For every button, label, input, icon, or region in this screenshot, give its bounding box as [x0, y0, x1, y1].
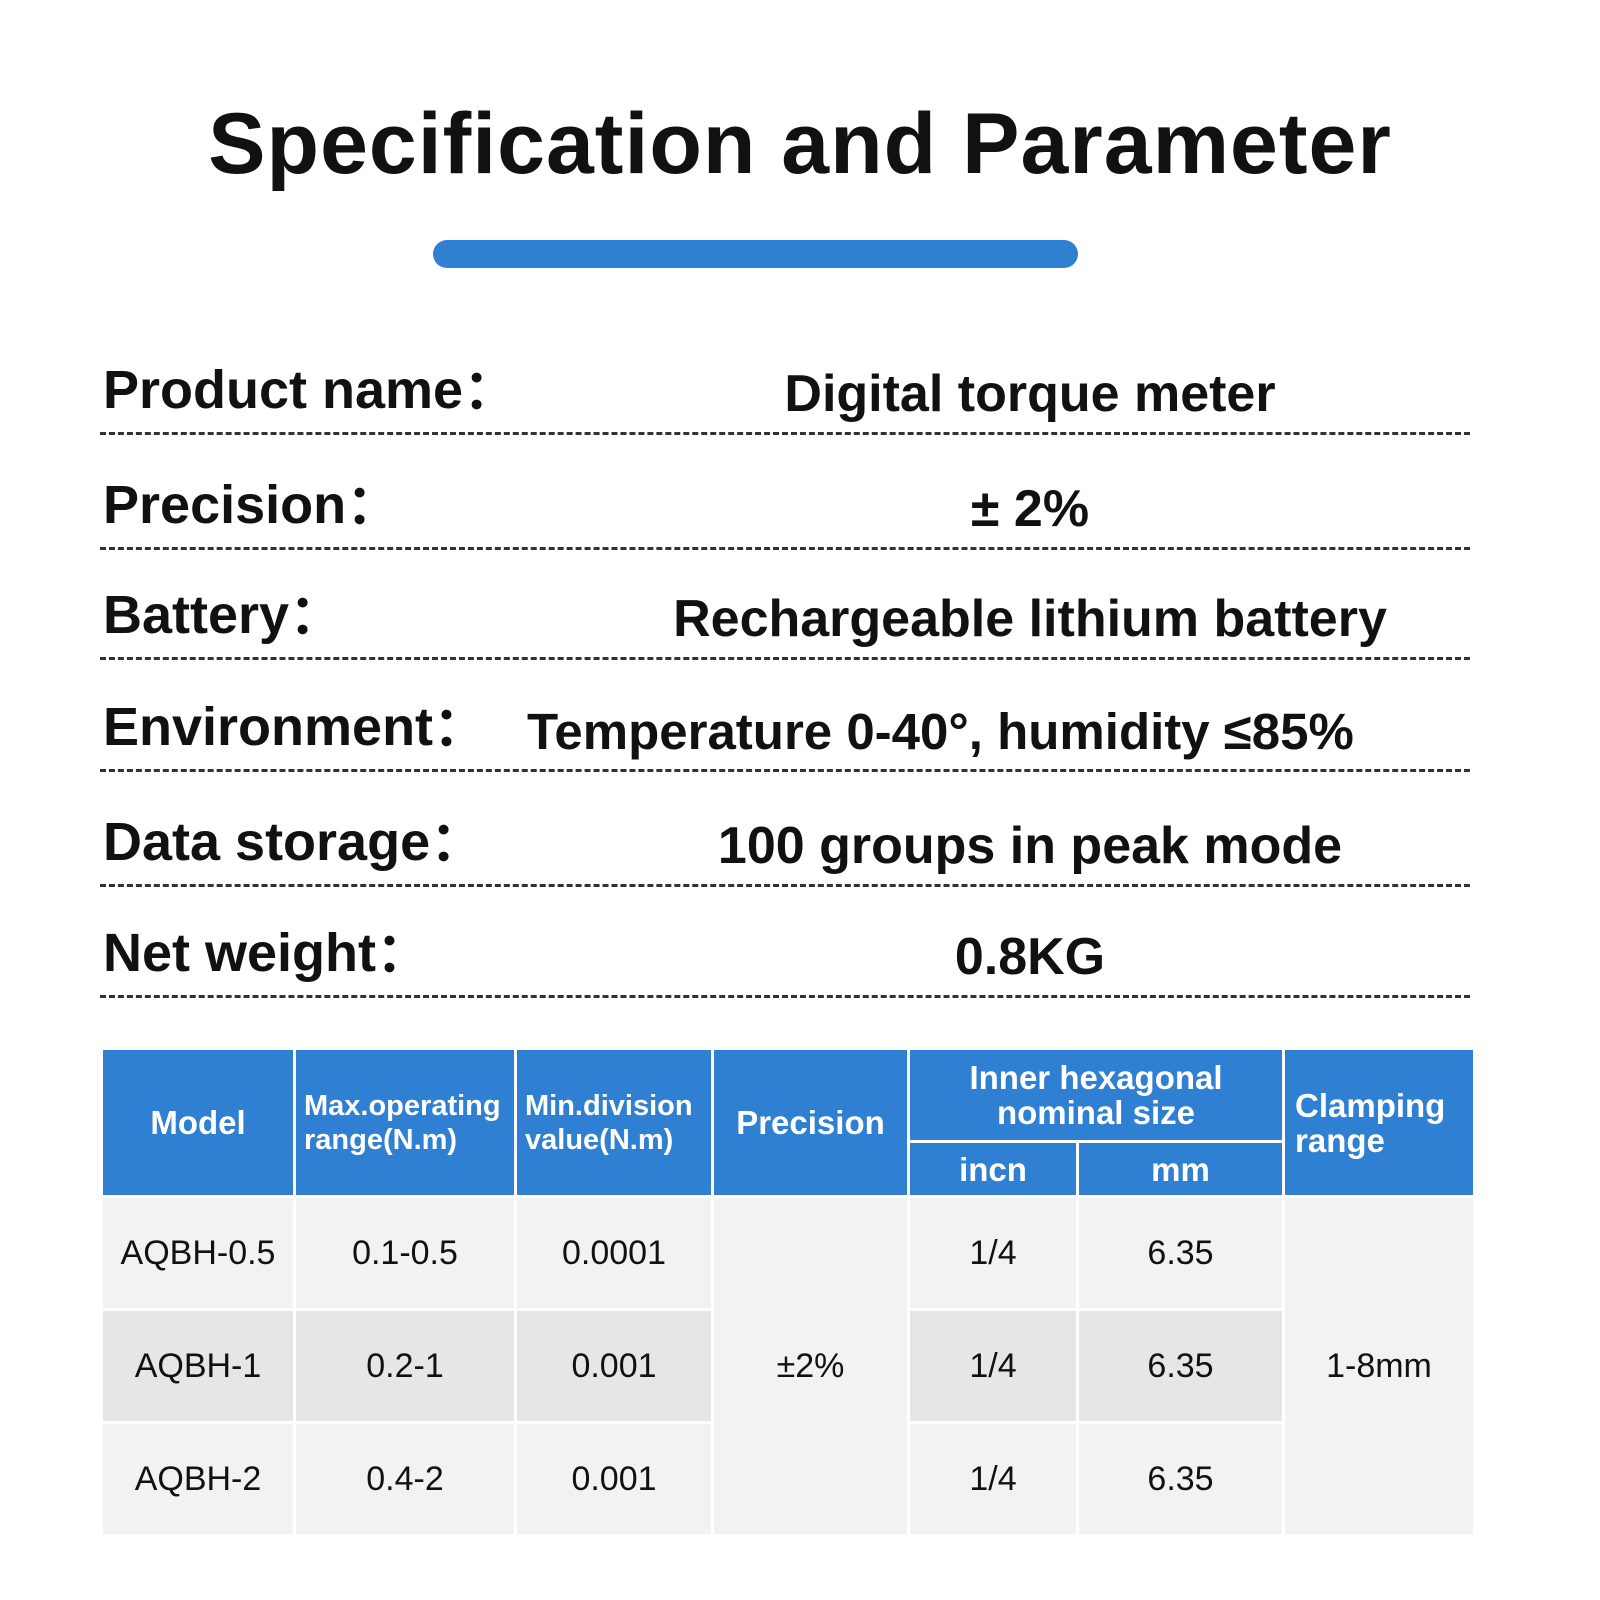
spec-value: Digital torque meter [784, 365, 1276, 423]
table-cell: AQBH-1 [100, 1308, 296, 1424]
spec-label: Product name： [103, 360, 518, 420]
table-cell: AQBH-0.5 [100, 1195, 296, 1311]
spec-row: Data storage： 100 groups in peak mode [100, 804, 1470, 887]
spec-row: Environment： Temperature 0-40°, humidity … [100, 689, 1470, 772]
table-cell: 0.1-0.5 [293, 1195, 517, 1311]
spec-table: Model Max.operating range(N.m) Min.divis… [100, 1047, 1476, 1537]
spec-value: Rechargeable lithium battery [673, 590, 1387, 648]
header-cell: Precision [711, 1047, 910, 1198]
table-cell: 6.35 [1076, 1308, 1285, 1424]
merged-cell: 1-8mm [1282, 1195, 1476, 1537]
table-row: AQBH-2 0.4-2 0.001 1/4 6.35 [100, 1421, 1475, 1537]
table-cell: 1/4 [907, 1421, 1079, 1537]
spec-label: Precision： [103, 475, 401, 535]
title-underline [433, 240, 1078, 268]
spec-label: Battery： [103, 585, 344, 645]
table-row: AQBH-0.5 0.1-0.5 0.0001 ±2% 1/4 6.35 1-8mm [100, 1195, 1476, 1537]
spec-value: 0.8KG [954, 928, 1106, 986]
table-cell: 6.35 [1076, 1421, 1285, 1537]
spec-value: 100 groups in peak mode [717, 817, 1343, 875]
header-cell: Min.division value(N.m) [514, 1047, 714, 1198]
subheader-cell: incn [907, 1140, 1079, 1198]
table-row: AQBH-1 0.2-1 0.001 1/4 6.35 [100, 1308, 1475, 1424]
table-cell: 1/4 [907, 1195, 1079, 1311]
header-cell: Model [100, 1047, 296, 1198]
spec-label: Data storage： [103, 812, 485, 872]
spec-row: Net weight： 0.8KG [100, 915, 1470, 998]
spec-label: Environment： [103, 697, 488, 757]
merged-cell: ±2% [711, 1195, 910, 1537]
table-cell: 1/4 [907, 1308, 1079, 1424]
spec-value: ± 2% [970, 480, 1090, 538]
spec-row: Product name： Digital torque meter [100, 352, 1470, 435]
header-cell: Clamping range [1282, 1047, 1476, 1198]
table-cell: 0.001 [514, 1421, 714, 1537]
page-title: Specification and Parameter [208, 96, 1392, 192]
subheader-cell: mm [1076, 1140, 1285, 1198]
spec-row: Battery： Rechargeable lithium battery [100, 577, 1470, 660]
table-cell: 6.35 [1076, 1195, 1285, 1311]
table-cell: AQBH-2 [100, 1421, 296, 1537]
header-cell: Inner hexagonal nominal size [907, 1047, 1285, 1143]
header-cell: Max.operating range(N.m) [293, 1047, 517, 1198]
table-cell: 0.0001 [514, 1195, 714, 1311]
spec-value: Temperature 0-40°, humidity ≤85% [527, 703, 1354, 760]
table-cell: 0.4-2 [293, 1421, 517, 1537]
spec-label: Net weight： [103, 923, 431, 983]
table-cell: 0.001 [514, 1308, 714, 1424]
table-cell: 0.2-1 [293, 1308, 517, 1424]
table-body: AQBH-0.5 0.1-0.5 0.0001 ±2% 1/4 6.35 1-8mm AQBH… [100, 1195, 1476, 1537]
spec-row: Precision： ± 2% [100, 467, 1470, 550]
